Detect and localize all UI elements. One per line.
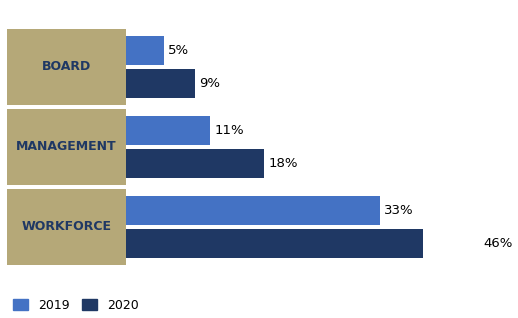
Bar xyxy=(125,196,380,225)
Bar xyxy=(125,36,164,65)
Text: MANAGEMENT: MANAGEMENT xyxy=(16,141,117,153)
Text: 33%: 33% xyxy=(384,204,413,217)
Text: 5%: 5% xyxy=(168,44,189,57)
FancyBboxPatch shape xyxy=(7,108,125,185)
Bar xyxy=(125,229,480,258)
Bar xyxy=(125,149,264,178)
FancyBboxPatch shape xyxy=(7,189,125,265)
Text: 18%: 18% xyxy=(268,157,297,170)
Text: WORKFORCE: WORKFORCE xyxy=(21,220,111,233)
Text: 9%: 9% xyxy=(199,77,220,90)
FancyBboxPatch shape xyxy=(7,29,125,105)
Bar xyxy=(125,116,210,145)
Text: 46%: 46% xyxy=(484,237,513,250)
Text: 11%: 11% xyxy=(214,124,244,137)
Legend: 2019, 2020: 2019, 2020 xyxy=(13,299,139,312)
Bar xyxy=(125,69,195,98)
Text: BOARD: BOARD xyxy=(41,60,91,73)
